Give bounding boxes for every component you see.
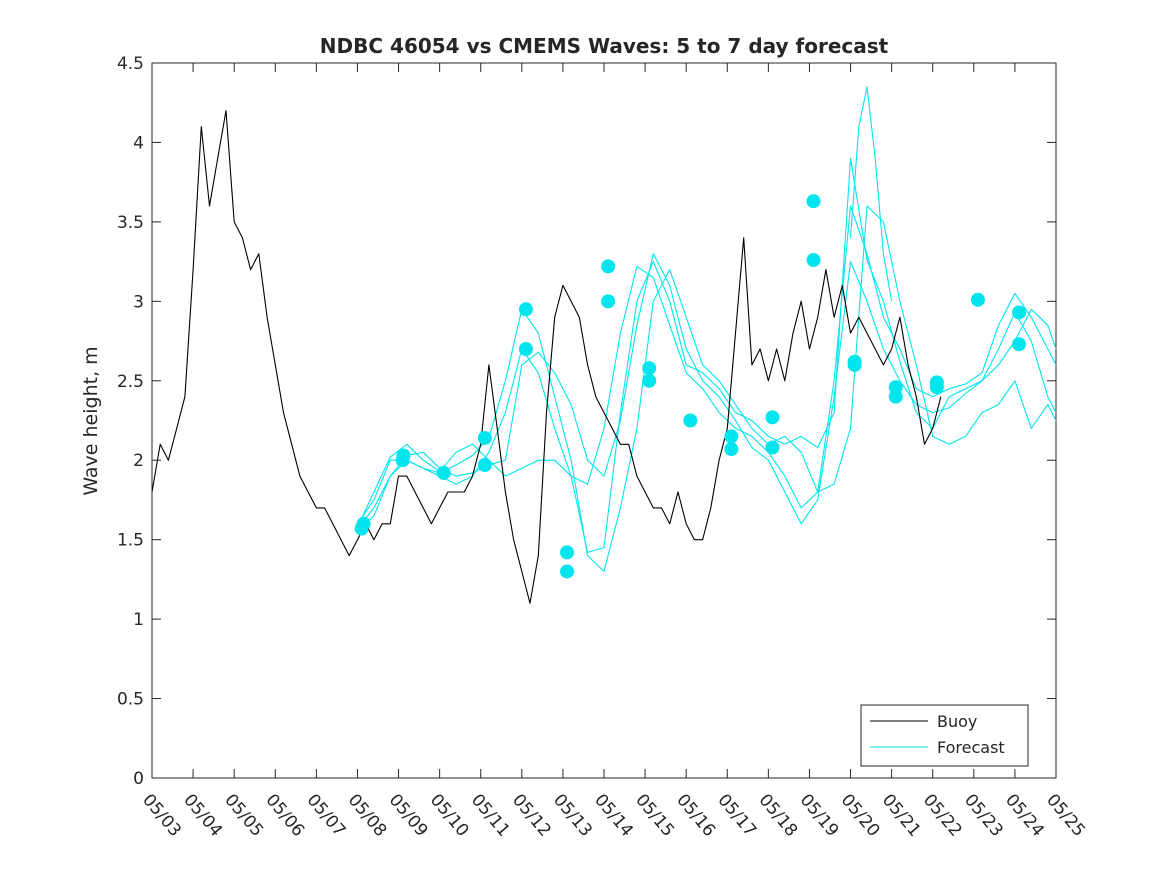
forecast-marker — [560, 545, 575, 560]
forecast-marker — [765, 410, 780, 425]
y-tick-label: 1.5 — [117, 531, 144, 551]
y-tick-label: 2.5 — [117, 372, 144, 392]
y-tick-label: 0 — [133, 769, 144, 789]
legend: Buoy Forecast — [860, 704, 1029, 767]
forecast-marker — [601, 294, 616, 309]
forecast-marker — [888, 380, 903, 395]
forecast-marker — [518, 302, 533, 317]
x-tick-label: 05/14 — [590, 790, 637, 840]
y-tick-label: 0.5 — [117, 690, 144, 710]
forecast-marker — [683, 413, 698, 428]
forecast-marker — [724, 442, 739, 457]
buoy-line — [151, 110, 942, 604]
x-tick-label: 05/19 — [796, 790, 843, 840]
forecast-line — [357, 205, 1057, 572]
forecast-marker — [847, 354, 862, 369]
x-tick-label: 05/12 — [508, 790, 555, 840]
forecast-line — [849, 86, 893, 302]
x-tick-label: 05/06 — [261, 790, 308, 840]
forecast-marker — [970, 292, 985, 307]
chart-title: NDBC 46054 vs CMEMS Waves: 5 to 7 day fo… — [320, 34, 889, 58]
y-tick-label: 3.5 — [117, 213, 144, 233]
forecast-marker — [601, 259, 616, 274]
series-group — [151, 86, 1057, 604]
x-tick-label: 05/03 — [138, 790, 185, 840]
x-tick-label: 05/10 — [426, 790, 473, 840]
x-tick-label: 05/20 — [837, 790, 884, 840]
x-tick-label: 05/18 — [755, 790, 802, 840]
x-tick-label: 05/17 — [713, 790, 760, 840]
forecast-marker — [724, 429, 739, 444]
y-axis-label: Wave height, m — [80, 346, 102, 495]
forecast-marker — [929, 375, 944, 390]
legend-box — [860, 704, 1029, 767]
y-tick-label: 1 — [133, 610, 144, 630]
y-tick-label: 4.5 — [117, 54, 144, 74]
x-tick-label: 05/15 — [631, 790, 678, 840]
forecast-line — [357, 205, 1057, 533]
x-tick-label: 05/13 — [549, 790, 596, 840]
x-tick-label: 05/11 — [467, 790, 514, 840]
x-tick-label: 05/09 — [385, 790, 432, 840]
forecast-marker — [477, 430, 492, 445]
forecast-marker — [436, 465, 451, 480]
forecast-marker — [1012, 337, 1027, 352]
legend-buoy-label: Buoy — [937, 712, 977, 731]
forecast-marker — [642, 361, 657, 376]
forecast-marker — [642, 373, 657, 388]
x-tick-label: 05/08 — [344, 790, 391, 840]
forecast-marker — [518, 342, 533, 356]
forecast-marker — [560, 564, 575, 579]
x-tick-label: 05/07 — [303, 790, 350, 840]
x-tick-label: 05/24 — [1001, 790, 1048, 840]
forecast-line — [357, 157, 1057, 553]
axes-box — [151, 62, 1057, 779]
x-tick-label: 05/05 — [220, 790, 267, 840]
x-tick-label: 05/25 — [1042, 790, 1089, 840]
forecast-marker — [1012, 305, 1027, 320]
y-tick-label: 2 — [133, 451, 144, 471]
y-tick-label: 3 — [133, 292, 144, 312]
forecast-marker — [806, 253, 821, 268]
y-tick-label: 4 — [133, 133, 144, 153]
x-tick-label: 05/04 — [179, 790, 226, 840]
forecast-marker — [477, 457, 492, 472]
forecast-marker — [806, 194, 821, 209]
x-tick-label: 05/16 — [672, 790, 719, 840]
forecast-marker — [396, 448, 411, 463]
x-tick-label: 05/23 — [960, 790, 1007, 840]
x-tick-label: 05/21 — [878, 790, 925, 840]
legend-forecast-label: Forecast — [937, 738, 1005, 757]
x-tick-label: 05/22 — [919, 790, 966, 840]
forecast-marker — [765, 440, 780, 455]
forecast-marker — [356, 516, 371, 531]
